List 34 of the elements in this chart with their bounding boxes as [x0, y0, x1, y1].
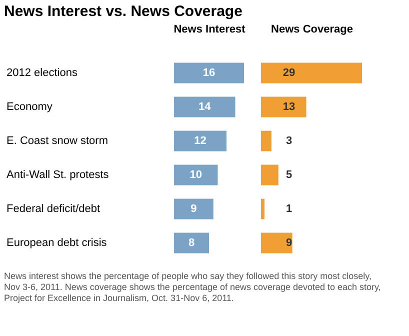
y-tick-label: Economy	[6, 101, 53, 113]
bar	[261, 232, 292, 254]
x-axis-title: News Coverage	[271, 24, 353, 36]
y-tick-label: Federal deficit/debt	[6, 203, 100, 215]
y-tick-label: European debt crisis	[6, 237, 108, 249]
data-label: 29	[282, 67, 296, 79]
data-label: 9	[190, 203, 197, 215]
data-label: 9	[286, 237, 292, 249]
bar	[174, 62, 244, 84]
data-label: 10	[190, 169, 202, 181]
bar	[174, 130, 226, 152]
y-tick-label: E. Coast snow storm	[6, 135, 108, 147]
bar	[261, 130, 272, 152]
data-label: 3	[286, 135, 292, 147]
y-tick-label: 2012 elections	[6, 67, 78, 79]
data-label: 14	[198, 101, 212, 113]
bar	[174, 198, 214, 220]
bar	[174, 164, 218, 186]
data-label: 12	[194, 135, 206, 147]
x-axis-title: News Interest	[174, 24, 246, 36]
data-label: 8	[188, 237, 195, 249]
data-label: 13	[282, 101, 296, 113]
bar	[174, 232, 209, 254]
bar	[261, 198, 264, 220]
text: News interest shows the percentage of people who say they followed this story most closely, Nov 3-6, 2011. News coverage shows the percentage of news coverage devoted to each story, Project for Excellence in Journalism, Oct. 31-Nov 6, 2011.	[4, 271, 381, 303]
bar	[261, 62, 362, 84]
bar	[174, 96, 236, 118]
data-label: 1	[286, 203, 292, 215]
data-label: 5	[286, 169, 292, 181]
chart-title: News Interest vs. News Coverage	[4, 3, 242, 20]
bar	[261, 164, 278, 186]
bar	[261, 96, 306, 118]
data-label: 16	[202, 67, 216, 79]
y-tick-label: Anti-Wall St. protests	[6, 169, 110, 181]
